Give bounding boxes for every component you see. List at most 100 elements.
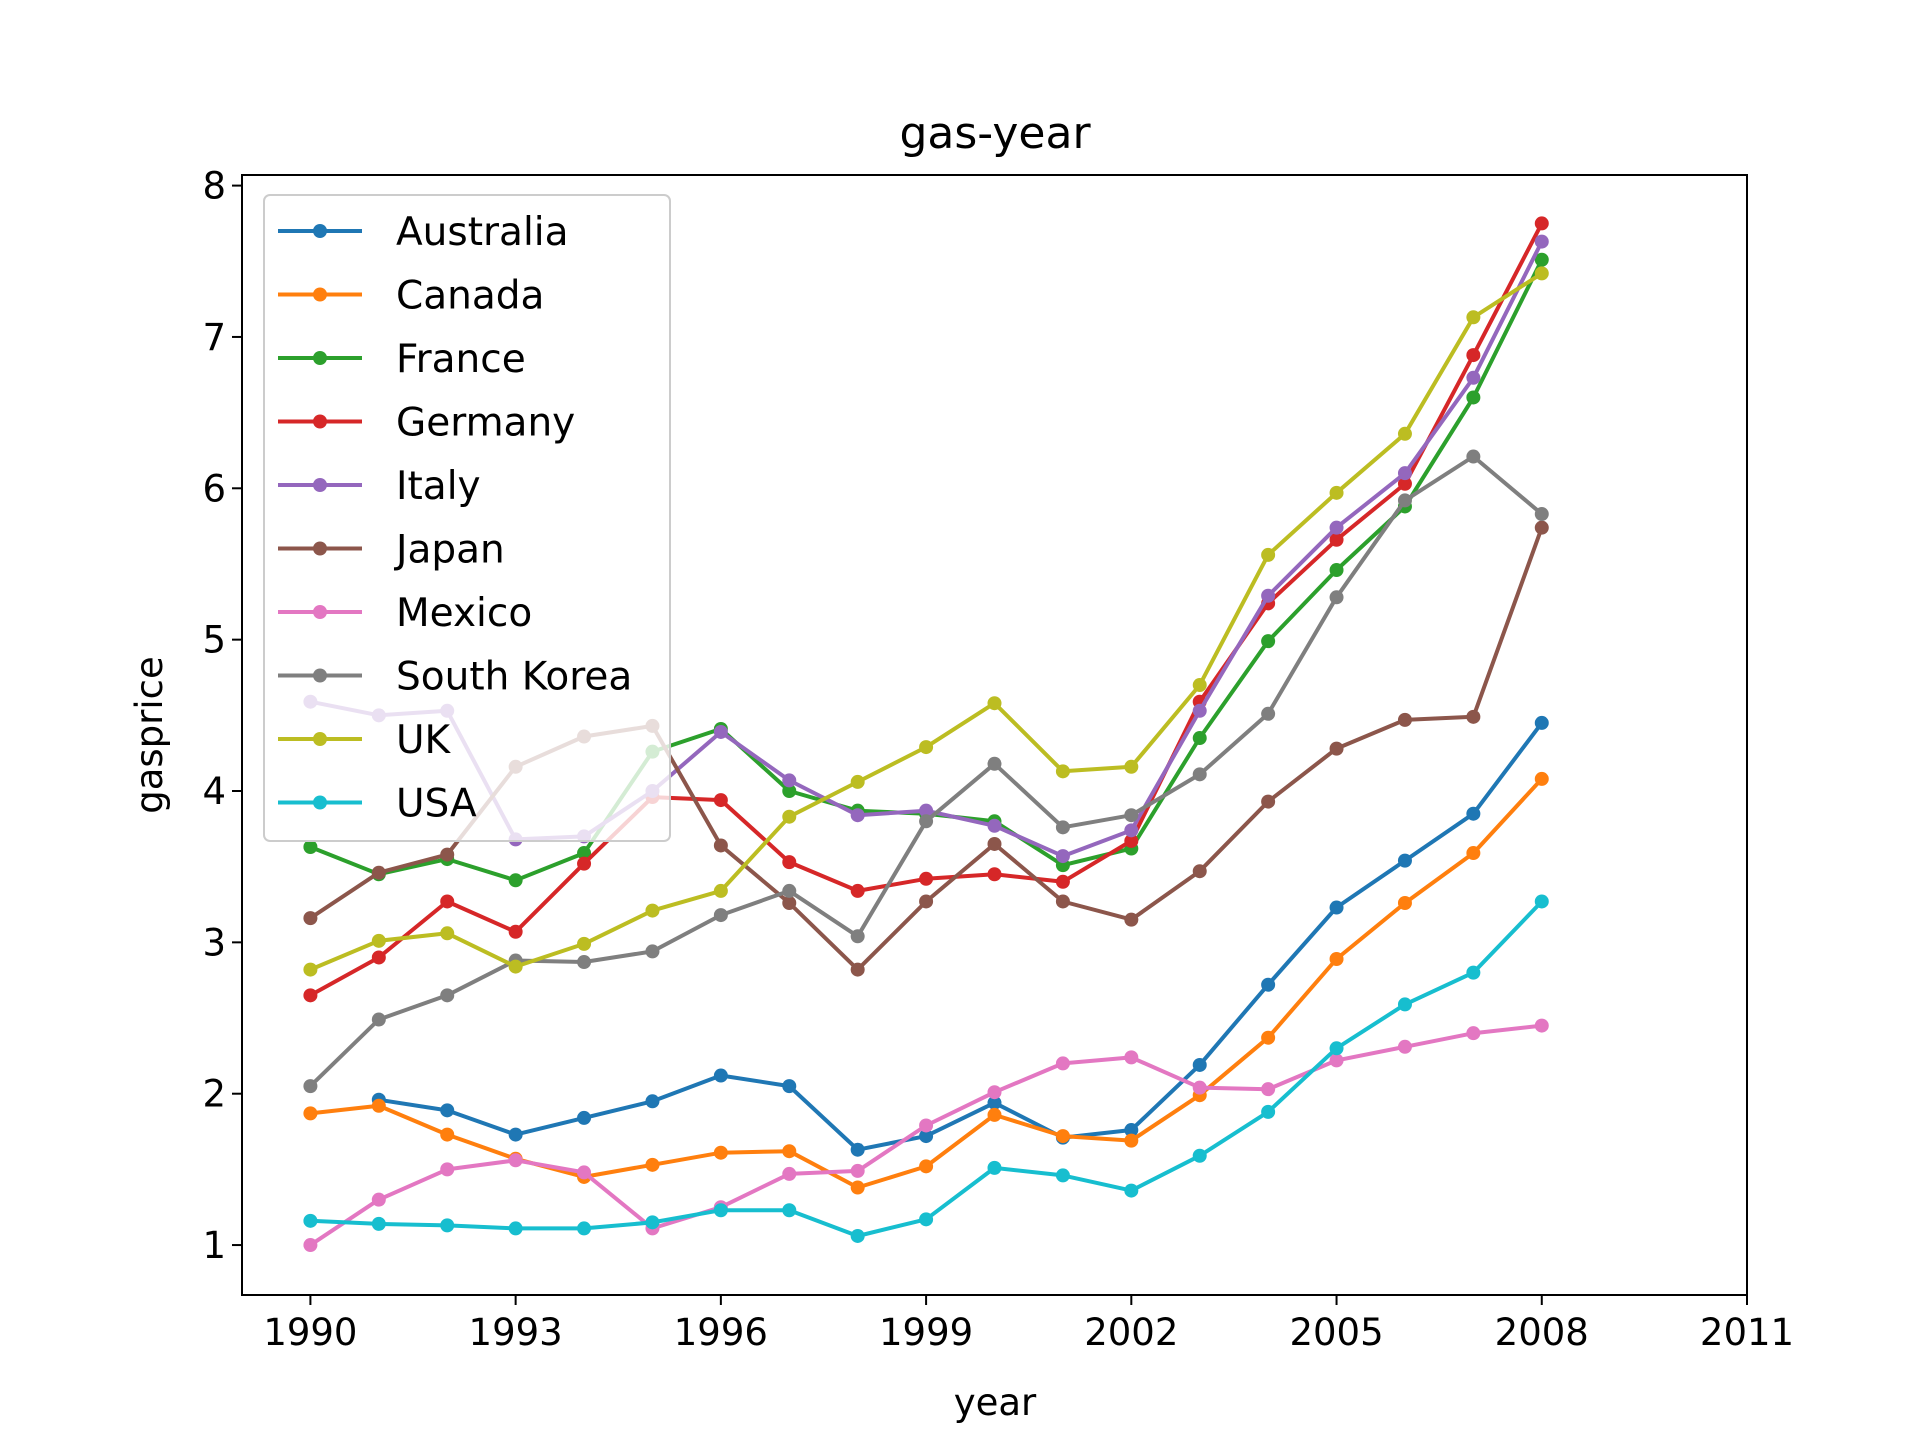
legend-swatch-marker (313, 605, 327, 619)
data-point (371, 865, 386, 880)
data-point (987, 756, 1002, 771)
data-point (1534, 715, 1549, 730)
legend: Australia Canada France Germany Italy Japan Me… (263, 194, 671, 842)
data-point (782, 896, 797, 910)
data-point (1466, 310, 1481, 325)
data-point (1124, 1133, 1139, 1148)
x-tick-label: 2005 (1289, 1311, 1383, 1354)
data-point (1261, 794, 1276, 809)
data-point (919, 894, 934, 909)
data-point (782, 773, 797, 788)
legend-swatch-marker (313, 224, 327, 238)
data-point (1124, 912, 1139, 927)
data-point (1534, 252, 1549, 267)
data-point (1397, 493, 1412, 508)
data-point (850, 1180, 865, 1195)
data-point (1466, 1026, 1481, 1041)
data-point (508, 873, 523, 888)
data-point (987, 1107, 1002, 1122)
data-point (1466, 390, 1481, 405)
data-point (713, 883, 728, 898)
data-point (1124, 823, 1139, 838)
data-point (1192, 864, 1207, 879)
data-point (1329, 1041, 1344, 1056)
data-point (1397, 896, 1412, 910)
data-point (1192, 1148, 1207, 1163)
data-point (303, 1213, 318, 1228)
series-line-australia (378, 721, 1544, 1152)
data-point (371, 1216, 386, 1231)
data-point (440, 1127, 455, 1142)
data-point (1055, 764, 1070, 779)
data-point (1329, 590, 1344, 605)
legend-label: Japan (393, 528, 505, 573)
data-point (1329, 900, 1344, 915)
legend-label: France (396, 337, 526, 382)
data-point (1329, 741, 1344, 756)
data-point (713, 908, 728, 923)
data-point (1124, 759, 1139, 774)
data-point (1261, 1030, 1276, 1045)
data-point (1534, 894, 1549, 909)
data-point (1397, 466, 1412, 481)
data-point (1261, 706, 1276, 721)
data-point (1534, 520, 1549, 535)
data-point (1329, 485, 1344, 500)
data-point (987, 867, 1002, 882)
data-point (987, 1160, 1002, 1175)
data-point (440, 926, 455, 941)
legend-item-south-korea: South Korea (278, 655, 632, 700)
data-point (303, 1079, 318, 1094)
y-tick-label: 5 (202, 619, 226, 662)
data-point (850, 808, 865, 823)
data-point (850, 1228, 865, 1243)
legend-label: Mexico (396, 591, 532, 636)
data-point (645, 1215, 660, 1230)
data-point (713, 1203, 728, 1218)
plot-frame (241, 174, 1748, 1296)
data-point (1397, 1039, 1412, 1054)
data-point (1261, 634, 1276, 649)
data-point (1397, 712, 1412, 727)
data-point (850, 929, 865, 944)
legend-swatch-marker (313, 732, 327, 746)
data-point (919, 1129, 934, 1144)
legend-label: Canada (396, 274, 544, 319)
data-point (1055, 1056, 1070, 1071)
data-point (577, 1165, 592, 1180)
data-point (1534, 1018, 1549, 1033)
data-point (1534, 771, 1549, 786)
data-point (303, 988, 318, 1003)
data-point (1261, 547, 1276, 562)
data-point (782, 1079, 797, 1094)
data-point (1192, 678, 1207, 693)
data-point (713, 1145, 728, 1160)
data-point (713, 838, 728, 853)
data-point (1192, 731, 1207, 746)
data-point (919, 1118, 934, 1133)
data-point (987, 1095, 1002, 1110)
data-point (371, 1192, 386, 1207)
data-point (713, 793, 728, 808)
data-point (303, 962, 318, 977)
series-usa (303, 894, 1549, 1243)
data-point (508, 1221, 523, 1236)
legend-item-mexico: Mexico (278, 591, 532, 636)
data-point (713, 1068, 728, 1083)
data-point (1192, 703, 1207, 718)
data-point (1124, 1183, 1139, 1198)
data-point (440, 988, 455, 1003)
data-point (1192, 767, 1207, 782)
y-tick-label: 4 (202, 770, 226, 813)
data-point (782, 784, 797, 798)
data-point (919, 740, 934, 755)
data-point (1329, 520, 1344, 535)
y-tick-label: 8 (202, 165, 226, 208)
data-point (1055, 820, 1070, 835)
data-point (850, 774, 865, 789)
y-tick-label: 1 (202, 1224, 226, 1267)
data-point (782, 883, 797, 898)
data-point (1397, 476, 1412, 491)
legend-box (263, 194, 671, 842)
axis-layer: 1990 1993 1996 1999 2002 2005 2008 2011 1 2 3 4 5 6 7 8 (202, 165, 1794, 1354)
